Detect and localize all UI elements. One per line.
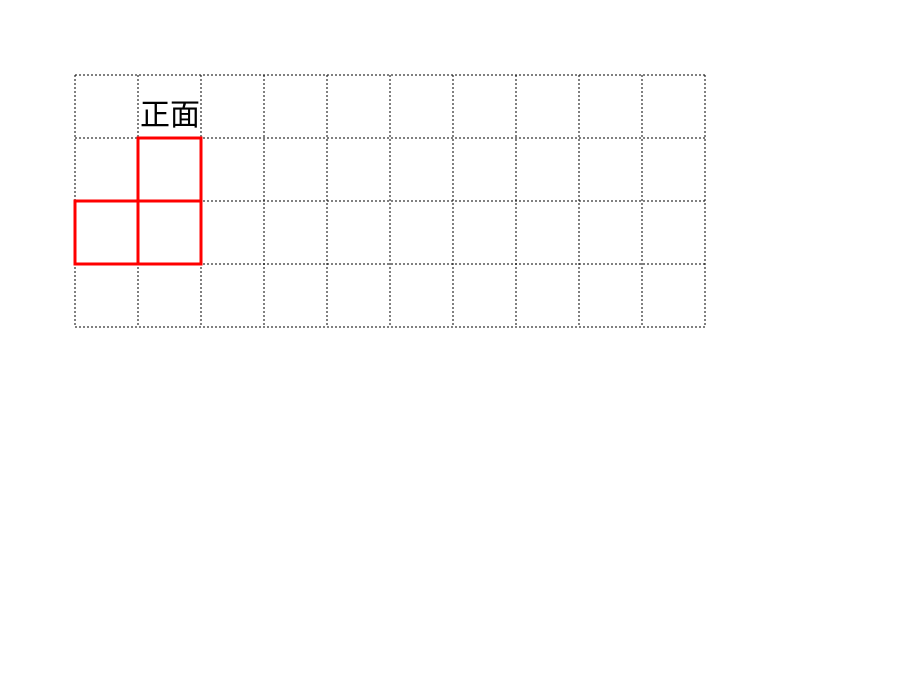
view-label: 正面 [140, 90, 200, 134]
grid [0, 0, 920, 690]
shape-outline [75, 138, 201, 264]
diagram-canvas: 正面 [0, 0, 920, 690]
